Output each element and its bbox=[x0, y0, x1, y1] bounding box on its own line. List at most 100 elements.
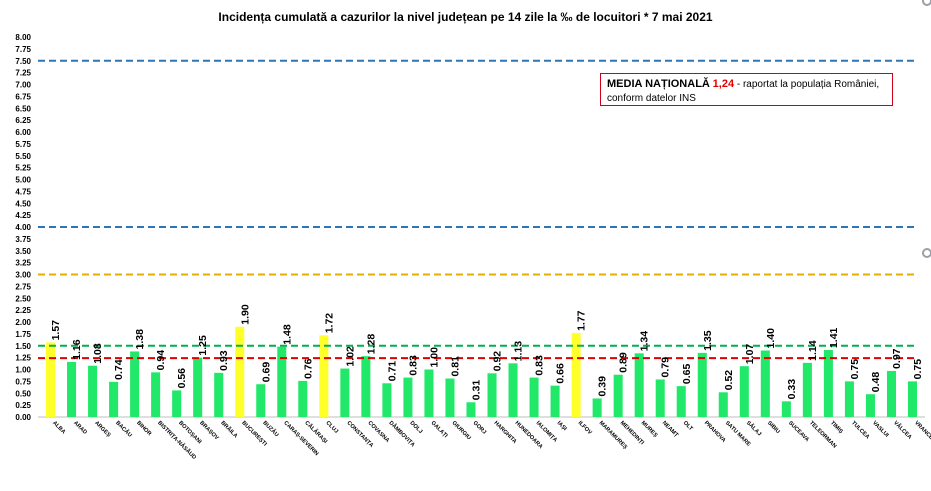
category-label: ALBA bbox=[51, 420, 66, 435]
value-labels: 1.57 1.16 1.08 0.74 1.38 0.94 0.56 1.25 0.93 1.90… bbox=[50, 304, 924, 400]
category-label: BIHOR bbox=[135, 420, 152, 437]
category-label: VASLUI bbox=[871, 420, 890, 439]
bar-ilfov bbox=[571, 332, 581, 417]
value-label: 1.25 bbox=[197, 335, 209, 356]
category-label: NEAMȚ bbox=[661, 420, 680, 439]
value-label: 0.92 bbox=[492, 351, 504, 372]
bar-bucure-ti bbox=[235, 326, 245, 417]
category-label: DOLJ bbox=[409, 420, 424, 435]
resize-handle-right[interactable] bbox=[922, 248, 931, 258]
category-label: BACĂU bbox=[114, 419, 133, 438]
y-tick-label: 7.00 bbox=[15, 81, 31, 90]
category-label: PRAHOVA bbox=[703, 420, 727, 444]
resize-handle-top-right[interactable] bbox=[922, 0, 931, 6]
y-tick-label: 6.25 bbox=[15, 116, 31, 125]
value-label: 1.57 bbox=[50, 320, 62, 341]
bar-ialomi-a bbox=[529, 377, 539, 417]
bar-maramure- bbox=[592, 398, 602, 417]
bar-alba bbox=[46, 342, 56, 417]
category-label: BRAȘOV bbox=[198, 420, 219, 441]
y-tick-label: 0.25 bbox=[15, 401, 31, 410]
y-tick-label: 3.25 bbox=[15, 259, 31, 268]
category-label: CLUJ bbox=[324, 420, 339, 435]
category-label: GORJ bbox=[472, 420, 487, 435]
value-label: 0.83 bbox=[407, 355, 419, 376]
bar-prahova bbox=[697, 352, 707, 417]
y-tick-label: 7.50 bbox=[15, 57, 31, 66]
bar-buz-u bbox=[256, 384, 266, 417]
bar-bistri-a-n-s-ud bbox=[151, 372, 161, 417]
y-axis: 0.00 0.25 0.50 0.75 1.00 1.25 1.50 1.75 2.00 2.25… bbox=[15, 33, 925, 422]
bar-suceava bbox=[781, 401, 791, 417]
chart-title: Incidența cumulată a cazurilor la nivel … bbox=[218, 10, 713, 24]
value-label: 1.00 bbox=[428, 347, 440, 368]
value-label: 0.79 bbox=[660, 357, 672, 378]
bar-cluj bbox=[319, 335, 329, 417]
value-label: 1.35 bbox=[702, 330, 714, 351]
category-label: BRĂILA bbox=[219, 419, 239, 439]
bar-satu-mare bbox=[718, 392, 728, 417]
bar-olt bbox=[676, 386, 686, 417]
y-tick-label: 7.75 bbox=[15, 45, 31, 54]
y-tick-label: 2.25 bbox=[15, 306, 31, 315]
bar-vaslui bbox=[865, 394, 875, 417]
y-tick-label: 1.00 bbox=[15, 366, 31, 375]
bar-dolj bbox=[403, 377, 413, 417]
bar-neam- bbox=[655, 379, 665, 417]
category-label: MUREȘ bbox=[640, 420, 659, 439]
bars bbox=[46, 326, 918, 417]
value-label: 0.48 bbox=[870, 372, 882, 393]
y-tick-label: 7.25 bbox=[15, 69, 31, 78]
bar-s-laj bbox=[739, 366, 749, 417]
bar-mure- bbox=[634, 353, 644, 417]
bar-arad bbox=[67, 361, 77, 417]
bar-gala-i bbox=[424, 369, 434, 417]
value-label: 1.08 bbox=[92, 343, 104, 364]
value-label: 1.48 bbox=[281, 324, 293, 345]
y-tick-label: 0.50 bbox=[15, 389, 31, 398]
bar-vrancea bbox=[907, 381, 918, 417]
value-label: 0.89 bbox=[618, 352, 630, 373]
y-tick-label: 6.50 bbox=[15, 104, 31, 113]
y-tick-label: 4.50 bbox=[15, 199, 31, 208]
value-label: 1.72 bbox=[323, 313, 335, 334]
category-label: TIMIȘ bbox=[829, 420, 844, 435]
bar-gorj bbox=[466, 402, 476, 417]
category-label: SIBIU bbox=[766, 420, 781, 435]
category-label: OLT bbox=[682, 420, 694, 432]
y-tick-label: 0.00 bbox=[15, 413, 31, 422]
y-tick-label: 5.50 bbox=[15, 152, 31, 161]
value-label: 0.76 bbox=[302, 358, 314, 379]
bar-timi- bbox=[823, 350, 833, 417]
value-label: 0.52 bbox=[723, 370, 735, 391]
value-label: 1.41 bbox=[828, 327, 840, 348]
value-label: 0.75 bbox=[912, 359, 924, 380]
bar-boto-ani bbox=[172, 390, 182, 417]
y-tick-label: 4.25 bbox=[15, 211, 31, 220]
value-label: 1.07 bbox=[744, 344, 756, 365]
category-label: ILFOV bbox=[577, 420, 593, 436]
y-tick-label: 1.25 bbox=[15, 354, 31, 363]
annotation-label: MEDIA NAȚIONALĂ bbox=[607, 78, 710, 90]
value-label: 0.66 bbox=[555, 363, 567, 384]
category-label: BUZĂU bbox=[261, 419, 280, 438]
category-label: SUCEAVA bbox=[787, 420, 810, 443]
value-label: 0.39 bbox=[597, 376, 609, 397]
y-tick-label: 2.00 bbox=[15, 318, 31, 327]
value-label: 1.77 bbox=[576, 310, 588, 331]
bar-br-ila bbox=[214, 372, 224, 417]
value-label: 1.38 bbox=[134, 329, 146, 350]
category-label: SĂLAJ bbox=[745, 419, 763, 437]
y-tick-label: 4.75 bbox=[15, 187, 31, 196]
bar-arge- bbox=[88, 365, 98, 417]
value-label: 0.97 bbox=[891, 348, 903, 369]
value-label: 0.94 bbox=[155, 350, 167, 371]
annotation-text-1: - raportat la populația României, bbox=[734, 79, 880, 90]
value-label: 1.13 bbox=[513, 341, 525, 362]
annotation-value: 1,24 bbox=[712, 78, 735, 90]
bar-tulcea bbox=[844, 381, 854, 417]
value-label: 0.69 bbox=[260, 362, 272, 383]
value-label: 0.74 bbox=[113, 359, 125, 380]
value-label: 0.83 bbox=[534, 355, 546, 376]
